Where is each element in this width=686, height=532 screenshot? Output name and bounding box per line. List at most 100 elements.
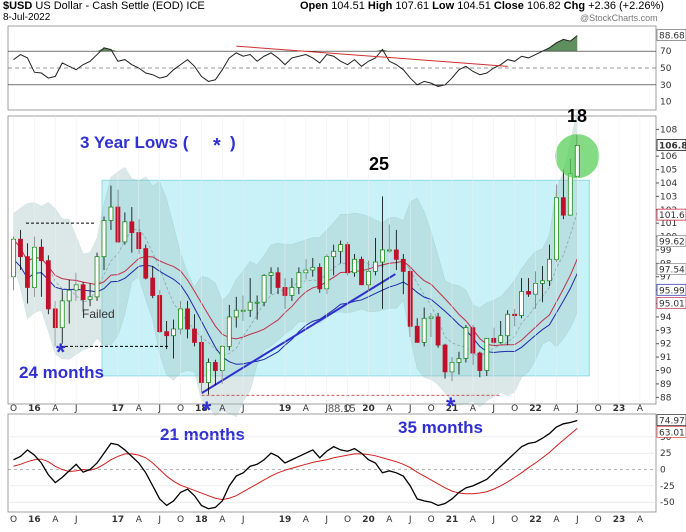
chg-label: Chg — [563, 0, 586, 12]
mom-xtick-11: 19 — [279, 515, 292, 525]
mom-signal-line — [13, 427, 578, 501]
price-tick-105: 105 — [660, 166, 677, 176]
candle-body-2022-03 — [547, 258, 552, 282]
mom-xtick-27: 23 — [613, 515, 626, 525]
price-xtick-19: 21 — [446, 404, 459, 414]
star-2016: * — [56, 339, 66, 366]
candle-body-2019-02 — [289, 287, 295, 296]
candle-body-2021-02 — [456, 358, 462, 363]
mom-xtick-18: O — [428, 515, 435, 525]
price-xtick-7: O — [177, 404, 184, 414]
candle-body-2015-12 — [25, 256, 30, 288]
mom-last-label-1: 74.97 — [659, 417, 685, 427]
instrument-name: US Dollar - Cash Settle (EOD) — [35, 0, 184, 12]
price-xtick-0: O — [10, 404, 17, 414]
candle-body-2017-05 — [143, 248, 149, 279]
mom-xtick-15: 20 — [362, 515, 375, 525]
mom-xtick-26: O — [595, 515, 602, 525]
price-tick-90: 90 — [660, 367, 672, 377]
candle-body-2017-06 — [150, 277, 156, 296]
mom-xtick-4: 17 — [112, 515, 125, 525]
exchange: ICE — [186, 0, 205, 12]
price-label-box-1 — [656, 208, 686, 221]
mom-xtick-12: A — [303, 515, 310, 525]
chart-date: 8-Jul-2022 — [3, 12, 51, 23]
mom-tick--50: -50 — [660, 498, 675, 508]
price-label-box-4 — [656, 283, 686, 296]
rsi-tick-10: 10 — [660, 98, 672, 108]
candle-body-2020-08 — [414, 325, 420, 343]
note-24-months: 24 months — [19, 363, 104, 382]
low-value: 104.51 — [457, 0, 491, 12]
price-tick-99: 99 — [660, 246, 672, 256]
note-3yr-lows-star: * — [213, 135, 221, 157]
chart-header-title: $USD US Dollar - Cash Settle (EOD) ICE — [3, 0, 205, 12]
mom-tick-0: 0 — [660, 466, 666, 476]
candle-body-2020-11 — [435, 316, 441, 346]
ohlc-readout: Open 104.51 High 107.61 Low 104.51 Close… — [300, 0, 664, 12]
mom-xtick-2: A — [52, 515, 59, 525]
candle-body-2017-09 — [171, 328, 177, 337]
price-tick-91: 91 — [660, 353, 671, 363]
note-failed: Failed — [82, 307, 115, 321]
band-midline — [13, 211, 578, 358]
price-tick-94: 94 — [660, 313, 672, 323]
price-xtick-18: O — [428, 404, 435, 414]
price-xtick-24: A — [553, 404, 560, 414]
price-tick-92: 92 — [660, 340, 671, 350]
mom-xtick-3: J — [74, 515, 78, 525]
price-label-box-5 — [656, 297, 686, 309]
mom-xtick-0: O — [10, 515, 17, 525]
price-xtick-16: A — [386, 404, 393, 414]
candle-body-2021-08 — [498, 335, 504, 343]
mom-xtick-9: A — [219, 515, 226, 525]
candle-body-2016-02 — [38, 246, 44, 262]
mom-xtick-28: A — [637, 515, 644, 525]
mom-xtick-1: 16 — [28, 515, 41, 525]
mom-tick-50: 50 — [660, 433, 672, 443]
mom-tick-25: 25 — [660, 449, 671, 459]
candle-body-2018-02 — [205, 362, 211, 383]
price-xtick-20: A — [470, 404, 477, 414]
candle-body-2018-03 — [212, 362, 218, 371]
note-88-15: 88.15 — [328, 403, 356, 415]
price-xtick-26: O — [595, 404, 602, 414]
note-3yr-lows: 3 Year Lows ( — [80, 133, 189, 152]
candle-body-2018-12 — [275, 272, 281, 288]
symbol: $USD — [3, 0, 33, 12]
price-xtick-8: 18 — [195, 404, 208, 414]
candle-body-2020-02 — [373, 261, 378, 272]
high-label: High — [367, 0, 393, 12]
blue-trendline — [200, 273, 396, 395]
candle-body-2016-05 — [59, 300, 65, 329]
mom-xtick-22: O — [511, 515, 518, 525]
price-tick-104: 104 — [660, 179, 677, 189]
price-xtick-27: 23 — [613, 404, 626, 414]
candle-body-2016-11 — [101, 220, 107, 258]
price-xtick-17: J — [408, 404, 412, 414]
price-xtick-25: J — [575, 404, 579, 414]
mom-xtick-6: J — [157, 515, 161, 525]
candle-body-2018-09 — [254, 301, 260, 304]
candle-body-2019-12 — [359, 258, 364, 286]
price-xtick-10: J — [241, 404, 245, 414]
rsi-line — [13, 35, 578, 88]
candle-body-2020-09 — [421, 317, 427, 343]
chg-value: +2.36 (+2.26%) — [588, 0, 664, 12]
rsi-last-label: 88.68 — [659, 32, 685, 42]
rsi-trendline — [236, 45, 508, 67]
panel-frame-2 — [7, 413, 657, 513]
price-label-box-0 — [656, 139, 686, 151]
mom-xtick-13: J — [324, 515, 328, 525]
candle-body-2016-09 — [87, 296, 93, 300]
mom-xtick-14: O — [344, 515, 351, 525]
star-2018: * — [202, 397, 212, 424]
candle-body-2016-06 — [66, 289, 72, 302]
note-21-months: 21 months — [160, 425, 245, 444]
price-tick-88: 88 — [660, 393, 672, 403]
candle-body-2019-09 — [338, 244, 344, 252]
mom-xtick-16: A — [386, 515, 393, 525]
price-xtick-12: A — [303, 404, 310, 414]
price-xtick-1: 16 — [28, 404, 41, 414]
candle-body-2017-08 — [164, 331, 170, 337]
